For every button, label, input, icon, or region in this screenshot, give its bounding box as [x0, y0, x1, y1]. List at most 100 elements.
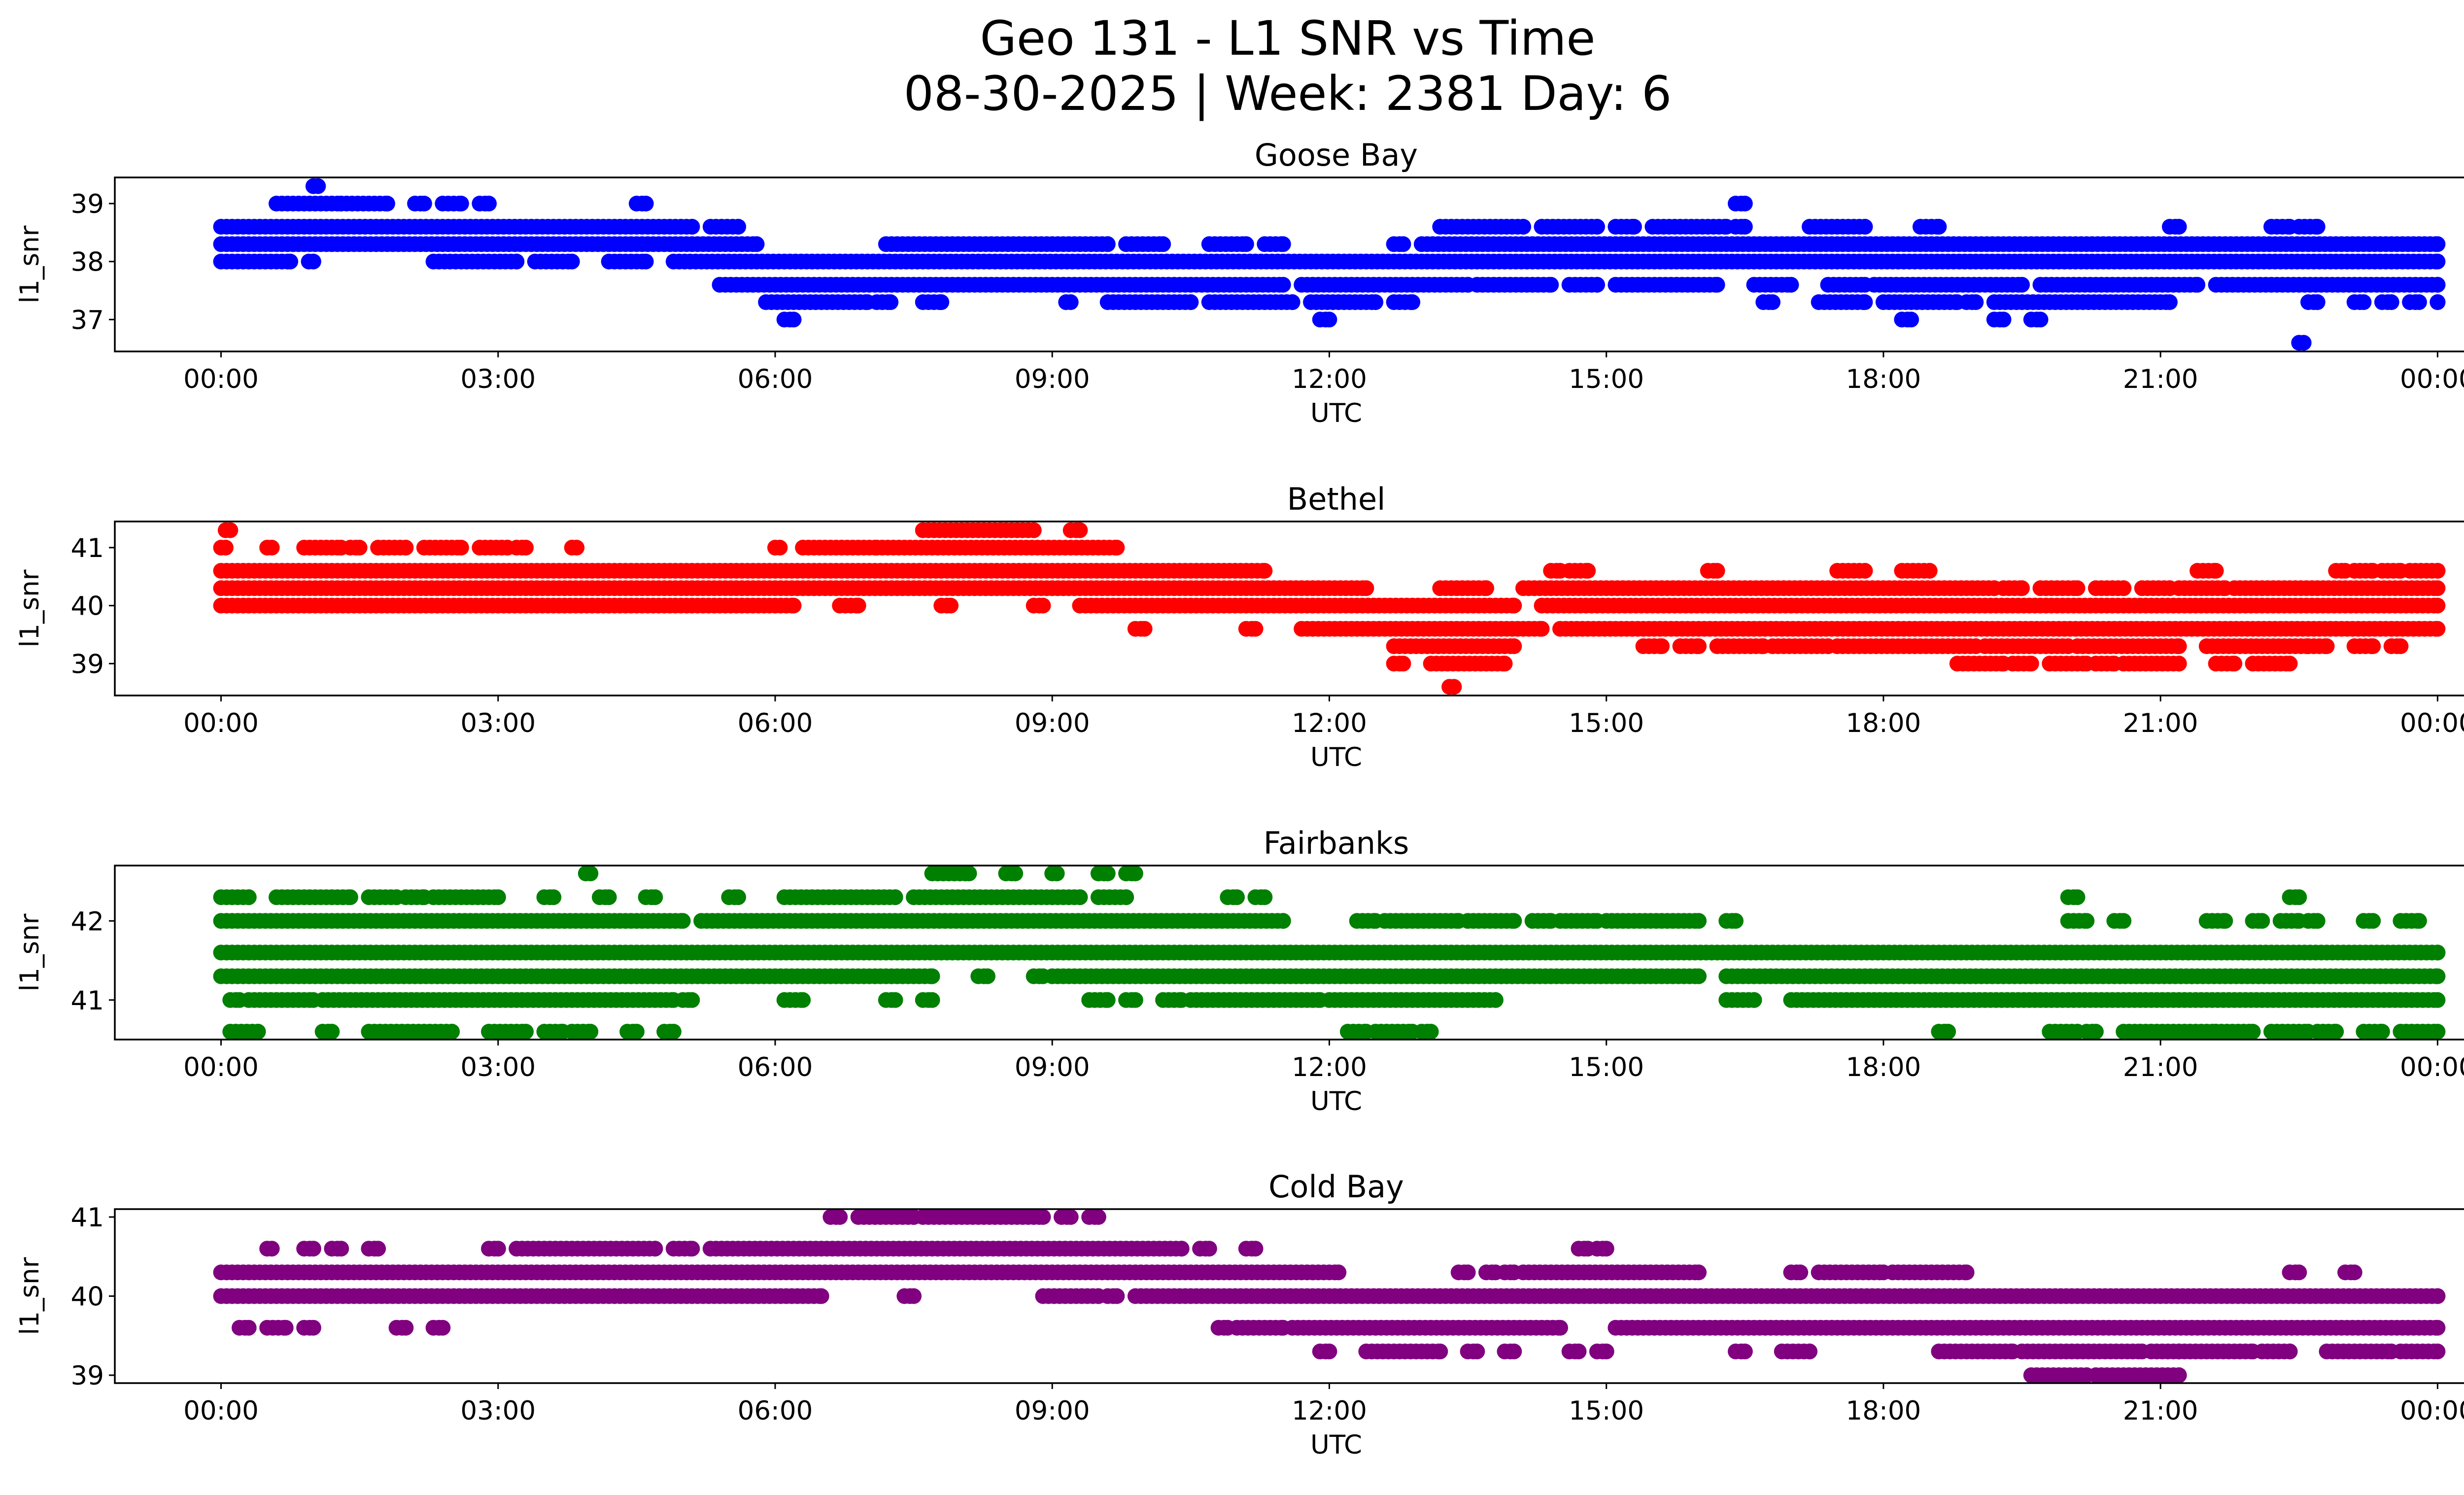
data-point [1109, 540, 1125, 556]
data-point [1072, 889, 1088, 905]
data-point [1035, 597, 1051, 614]
y-axis-label-fairbanks: l1_snr [15, 913, 45, 991]
data-point [887, 992, 903, 1008]
data-point [1127, 992, 1143, 1008]
data-point [1331, 1264, 1347, 1281]
series-fairbanks [213, 866, 2446, 1040]
x-axis-label-fairbanks: UTC [1310, 1086, 1362, 1116]
data-point [730, 889, 746, 905]
x-tick-label: 12:00 [1292, 708, 1367, 738]
x-tick-label: 12:00 [1292, 364, 1367, 394]
data-point [1007, 866, 1024, 881]
data-point [2411, 913, 2427, 929]
data-point [1049, 866, 1065, 881]
data-point [1072, 522, 1088, 538]
data-point [2295, 335, 2312, 351]
data-point [1118, 889, 1134, 905]
data-point [2365, 638, 2381, 654]
data-point [1857, 219, 1873, 235]
data-point [786, 597, 802, 614]
axes-frame-goose-bay [114, 176, 2464, 352]
x-tick-label: 00:00 [2400, 708, 2464, 738]
data-point [1709, 277, 1725, 293]
data-point [1737, 219, 1753, 235]
data-point [850, 597, 866, 614]
data-point [1487, 992, 1504, 1008]
data-point [2069, 580, 2086, 596]
data-point [569, 540, 585, 556]
data-point [1127, 866, 1143, 881]
data-point [2309, 913, 2326, 929]
data-point [2319, 638, 2335, 654]
data-point [772, 540, 788, 556]
data-point [1275, 277, 1291, 293]
data-point [1497, 656, 1513, 672]
data-point [1792, 1264, 1809, 1281]
data-point [1368, 294, 1384, 310]
subplot-title-goose-bay: Goose Bay [1255, 137, 1418, 173]
y-tick-label: 39 [71, 649, 104, 679]
data-point [582, 1024, 599, 1040]
data-point [1275, 236, 1291, 252]
y-axis-label-goose-bay: l1_snr [15, 225, 45, 303]
x-axis-label-bethel: UTC [1310, 742, 1362, 772]
data-point [1247, 621, 1264, 637]
data-point [1728, 913, 1744, 929]
data-point [2309, 219, 2326, 235]
data-point [2430, 992, 2446, 1008]
data-point [222, 522, 239, 538]
data-point [2328, 1024, 2344, 1040]
x-tick-label: 09:00 [1015, 708, 1090, 738]
data-point [546, 889, 562, 905]
data-point [980, 968, 995, 984]
data-point [1506, 597, 1522, 614]
data-point [1155, 236, 1171, 252]
data-point [924, 992, 940, 1008]
data-point [1589, 219, 1605, 235]
data-point [1968, 294, 1984, 310]
data-point [2069, 889, 2086, 905]
x-tick-label: 21:00 [2123, 1052, 2198, 1082]
data-point [282, 253, 299, 270]
data-point [1543, 277, 1559, 293]
data-point [1257, 889, 1273, 905]
data-point [961, 866, 977, 881]
data-point [2171, 656, 2187, 672]
data-point [416, 196, 432, 211]
subplot-title-cold-bay: Cold Bay [1268, 1169, 1404, 1205]
data-point [2161, 294, 2178, 310]
x-tick-label: 00:00 [183, 364, 259, 394]
data-point [1460, 1264, 1476, 1281]
data-point [933, 294, 950, 310]
x-axis-label-goose-bay: UTC [1310, 398, 1362, 428]
data-point [2032, 312, 2049, 328]
y-tick-label: 41 [71, 533, 104, 563]
data-point [795, 992, 811, 1008]
x-tick-label: 18:00 [1846, 364, 1921, 394]
data-point [2430, 236, 2446, 252]
y-tick-label: 42 [71, 906, 104, 937]
data-point [2430, 580, 2446, 596]
data-point [1404, 294, 1421, 310]
data-point [2014, 580, 2030, 596]
data-point [2291, 889, 2307, 905]
x-tick-label: 09:00 [1015, 1052, 1090, 1082]
x-tick-label: 09:00 [1015, 364, 1090, 394]
data-point [582, 866, 599, 881]
data-point [2208, 563, 2224, 579]
data-point [647, 889, 663, 905]
x-tick-label: 15:00 [1569, 708, 1644, 738]
data-point [684, 219, 700, 235]
data-point [564, 253, 580, 270]
data-point [509, 253, 525, 270]
data-point [1691, 913, 1707, 929]
axes-frame-fairbanks [114, 865, 2464, 1041]
data-point [665, 1024, 682, 1040]
data-point [1903, 312, 1919, 328]
data-point [1321, 312, 1337, 328]
data-point [1395, 236, 1411, 252]
data-point [601, 889, 617, 905]
